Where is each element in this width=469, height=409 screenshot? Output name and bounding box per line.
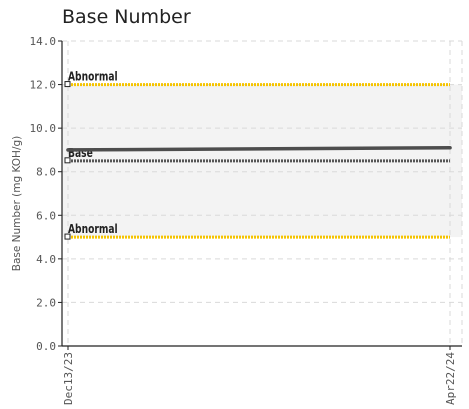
y-tick-label: 6.0	[36, 209, 56, 222]
chart-title: Base Number	[62, 6, 191, 28]
reference-label: Abnormal	[68, 222, 118, 236]
y-tick-label: 12.0	[30, 79, 57, 92]
reference-marker	[64, 81, 71, 88]
x-tick-label: Dec13/23	[62, 352, 75, 405]
x-tick-label: Apr22/24	[444, 352, 457, 405]
series-line	[67, 146, 451, 152]
y-tick-label: 0.0	[36, 340, 56, 353]
y-tick-label: 4.0	[36, 253, 56, 266]
reference-label: Abnormal	[68, 70, 118, 84]
y-tick-label: 8.0	[36, 166, 56, 179]
reference-marker	[64, 157, 71, 164]
reference-marker	[64, 233, 71, 240]
y-tick-label: 14.0	[30, 35, 57, 48]
reference-label: Base	[68, 146, 93, 160]
y-tick-label: 10.0	[30, 122, 57, 135]
series-point	[448, 145, 452, 150]
y-tick-label: 2.0	[36, 296, 56, 309]
y-axis-title: Base Number (mg KOH/g)	[11, 136, 23, 272]
series-point	[66, 148, 70, 152]
